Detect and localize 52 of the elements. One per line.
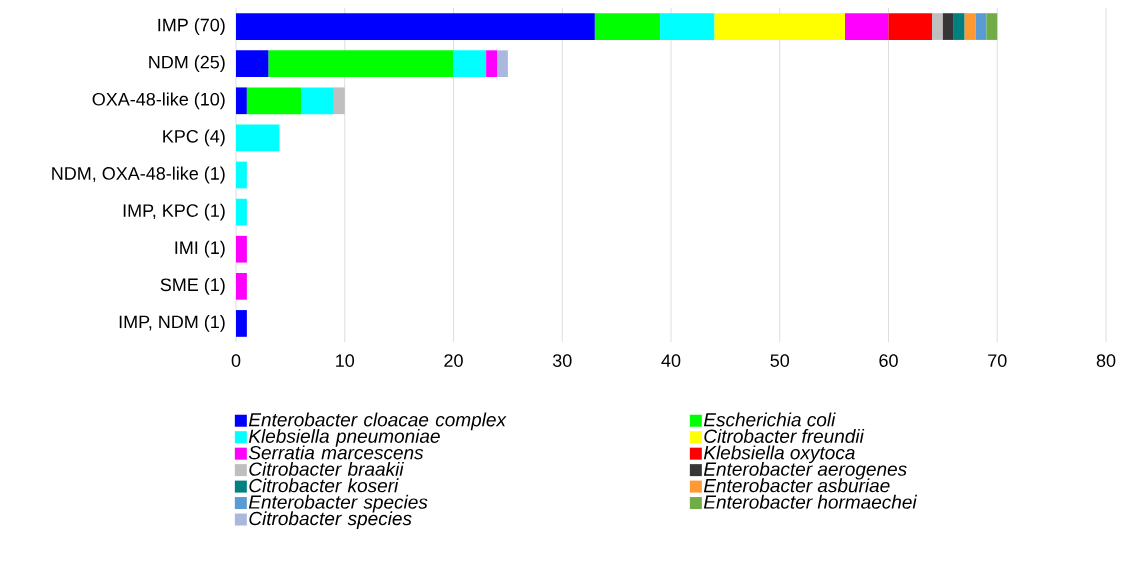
- bar: [953, 13, 965, 40]
- bar: [888, 13, 932, 40]
- x-tick-label: 80: [1096, 354, 1116, 367]
- bar: [453, 50, 487, 78]
- bar: [986, 13, 998, 40]
- bar: [594, 13, 661, 40]
- y-tick-label: OXA-48-like (10): [92, 92, 225, 110]
- x-tick-label: 70: [988, 354, 1007, 367]
- x-tick-label: 60: [879, 354, 898, 367]
- bar: [236, 161, 247, 189]
- bar: [268, 50, 454, 78]
- y-tick-label: IMP, NDM (1): [119, 315, 225, 332]
- legend-label: Citrobacter species: [249, 511, 412, 530]
- bar: [236, 124, 280, 152]
- bar: [333, 87, 345, 115]
- legend-label: Citrobacter braakii: [249, 461, 404, 476]
- legend-label: Enterobacter hormaechei: [703, 494, 918, 509]
- x-tick-label: 0: [231, 354, 241, 367]
- x-tick-label: 30: [552, 354, 572, 367]
- x-tick-label: 20: [444, 354, 463, 367]
- bar: [975, 13, 987, 40]
- y-tick-label: SME (1): [160, 277, 225, 295]
- bar: [246, 87, 302, 115]
- y-tick-label: KPC (4): [163, 129, 225, 147]
- y-tick-label: IMI (1): [175, 240, 225, 258]
- y-tick-label: IMP (70): [158, 18, 225, 35]
- bar: [964, 13, 976, 40]
- bar: [932, 13, 943, 40]
- bar: [714, 13, 845, 40]
- legend-label: Citrobacter koseri: [249, 478, 399, 493]
- bar: [845, 13, 889, 40]
- bar: [236, 87, 247, 115]
- legend-label: Citrobacter freundii: [704, 428, 865, 443]
- bar: [236, 198, 247, 226]
- y-tick-label: NDM, OXA-48-like (1): [52, 166, 225, 184]
- bar: [486, 50, 497, 78]
- bar: [497, 50, 508, 78]
- x-tick-label: 40: [661, 354, 681, 367]
- bar: [236, 13, 595, 40]
- bar: [236, 50, 269, 78]
- bar: [301, 87, 334, 115]
- bar: [236, 235, 247, 263]
- bar: [660, 13, 715, 40]
- bar: [236, 272, 247, 300]
- bar: [942, 13, 954, 40]
- legend-label: Escherichia coli: [703, 412, 836, 427]
- y-tick-label: NDM (25): [149, 55, 225, 73]
- x-tick-label: 50: [770, 354, 790, 367]
- bar: [236, 310, 247, 337]
- y-tick-label: IMP, KPC (1): [123, 203, 225, 221]
- legend-label: Enterobacter asburiae: [703, 478, 890, 493]
- x-tick-label: 10: [336, 354, 355, 367]
